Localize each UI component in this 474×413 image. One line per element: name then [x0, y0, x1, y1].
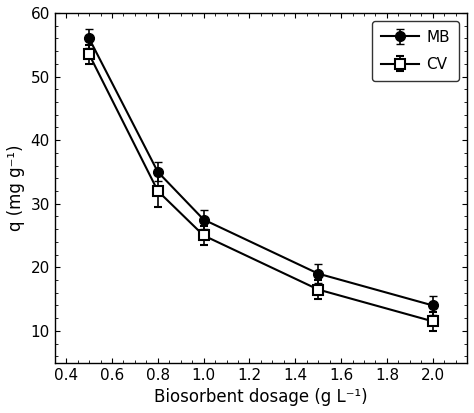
Legend: MB, CV: MB, CV	[372, 21, 459, 81]
X-axis label: Biosorbent dosage (g L⁻¹): Biosorbent dosage (g L⁻¹)	[154, 388, 368, 406]
Y-axis label: q (mg g⁻¹): q (mg g⁻¹)	[7, 145, 25, 231]
